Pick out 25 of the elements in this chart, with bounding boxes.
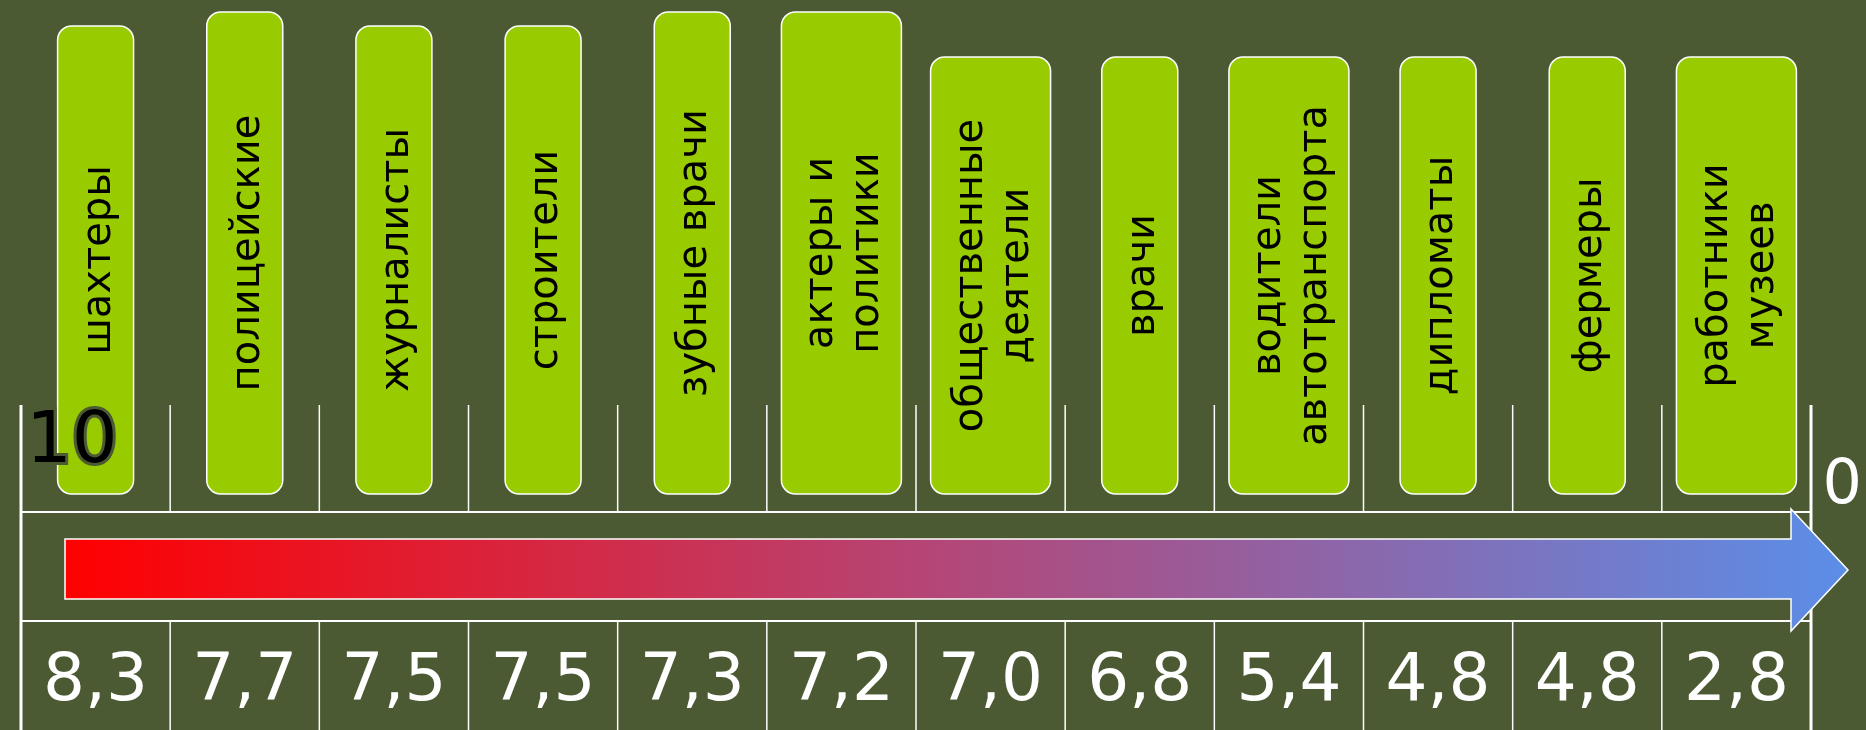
data-label: 8,3: [43, 639, 149, 716]
category-label: фермеры: [1564, 177, 1611, 374]
category-label: водители автотранспорта: [1242, 104, 1335, 447]
category-label: общественные деятели: [944, 118, 1037, 433]
category-label: строители: [520, 149, 567, 371]
data-label: 7,3: [639, 639, 745, 716]
data-label: 7,5: [341, 639, 447, 716]
data-label: 4,8: [1534, 639, 1640, 716]
category-label: дипломаты: [1415, 155, 1462, 396]
category-label: шахтеры: [72, 165, 119, 355]
data-label: 7,2: [788, 639, 894, 716]
category-label: врачи: [1116, 213, 1163, 338]
text: 0: [1822, 445, 1862, 518]
category-label: полицейские: [221, 114, 268, 392]
data-label: 7,7: [192, 639, 298, 716]
category-label: работники музеев: [1690, 163, 1783, 388]
data-label: 2,8: [1683, 639, 1789, 716]
data-label: 7,0: [938, 639, 1044, 716]
category-label: актеры и политики: [795, 152, 888, 354]
data-label: 6,8: [1087, 639, 1193, 716]
data-label: 7,5: [490, 639, 596, 716]
category-label: журналисты: [370, 127, 417, 393]
data-label: 4,8: [1385, 639, 1491, 716]
data-label: 5,4: [1236, 639, 1342, 716]
category-label: зубные врачи: [669, 109, 716, 397]
